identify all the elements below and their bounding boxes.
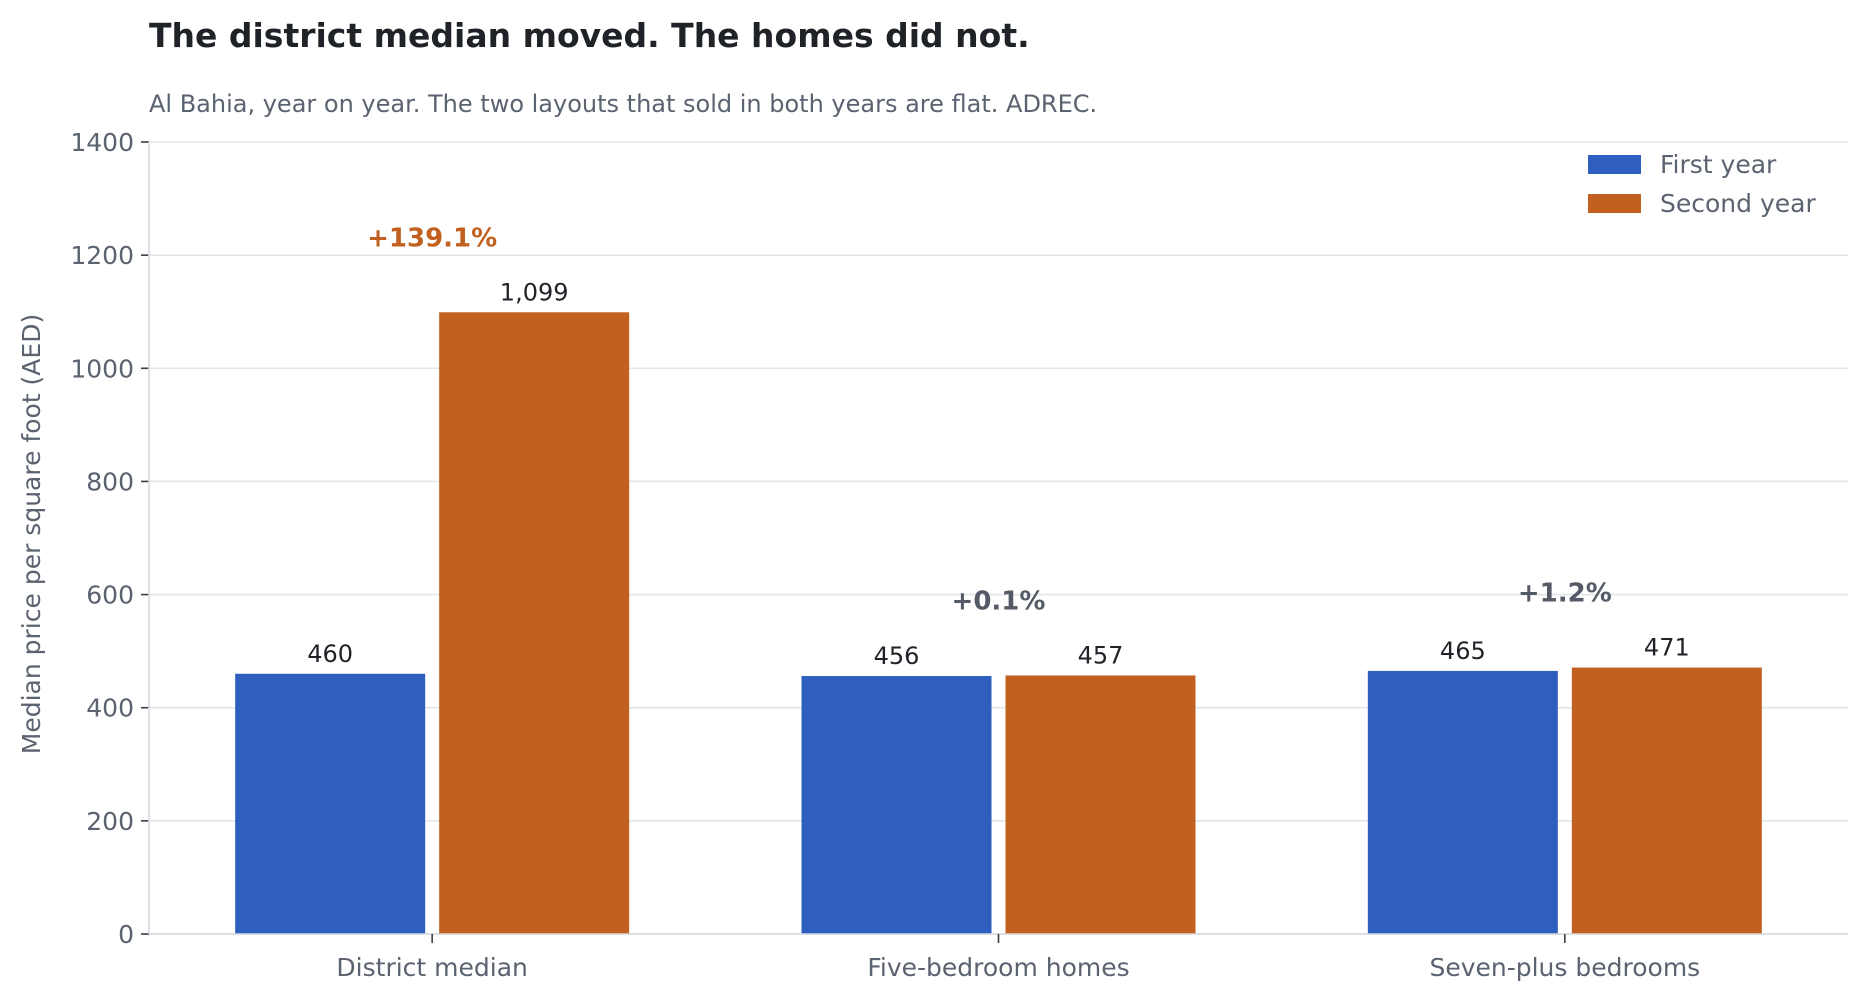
bar-value-label: 456 bbox=[874, 642, 920, 670]
bar-second-year bbox=[1571, 667, 1762, 934]
data-labels: 460 1,099+139.1% 456 457 +0.1% 465 471 +1.2% bbox=[307, 223, 1689, 670]
bar-value-label: 465 bbox=[1440, 637, 1486, 665]
y-tick-label: 1400 bbox=[70, 128, 134, 157]
y-tick-label: 1000 bbox=[70, 354, 134, 383]
y-tick-label: 400 bbox=[86, 694, 134, 723]
y-tick-label: 200 bbox=[86, 807, 134, 836]
bar-second-year bbox=[1005, 675, 1196, 934]
y-tick-label: 600 bbox=[86, 581, 134, 610]
x-tick-label: Five-bedroom homes bbox=[867, 953, 1129, 982]
x-tick-label: District median bbox=[336, 953, 527, 982]
legend-swatch bbox=[1588, 194, 1641, 213]
bar-value-label: 1,099 bbox=[500, 278, 569, 306]
legend-label: First year bbox=[1660, 150, 1777, 179]
bar-first-year bbox=[801, 676, 992, 934]
x-tick-label: Seven-plus bedrooms bbox=[1429, 953, 1700, 982]
legend-label: Second year bbox=[1660, 189, 1816, 218]
change-label: +139.1% bbox=[367, 223, 497, 253]
bar-value-label: 460 bbox=[307, 640, 353, 668]
legend-swatch bbox=[1588, 155, 1641, 174]
gridlines bbox=[149, 141, 1848, 935]
y-tick-label: 800 bbox=[86, 467, 134, 496]
chart-title: The district median moved. The homes did… bbox=[149, 16, 1030, 55]
axes: 0 200 400 600 800 1000 1200 1400 District median… bbox=[70, 128, 1848, 982]
chart-subtitle: Al Bahia, year on year. The two layouts … bbox=[149, 90, 1097, 118]
bar-second-year bbox=[439, 312, 630, 934]
legend: First year Second year bbox=[1588, 150, 1816, 218]
change-label: +1.2% bbox=[1518, 579, 1612, 609]
change-label: +0.1% bbox=[952, 586, 1046, 616]
bar-first-year bbox=[235, 673, 426, 934]
bar-value-label: 471 bbox=[1644, 634, 1690, 662]
y-tick-label: 0 bbox=[118, 920, 134, 949]
y-axis-label: Median price per square foot (AED) bbox=[17, 314, 46, 754]
bars bbox=[235, 312, 1762, 934]
bar-value-label: 457 bbox=[1078, 641, 1124, 669]
y-tick-label: 1200 bbox=[70, 241, 134, 270]
bar-first-year bbox=[1367, 670, 1558, 934]
